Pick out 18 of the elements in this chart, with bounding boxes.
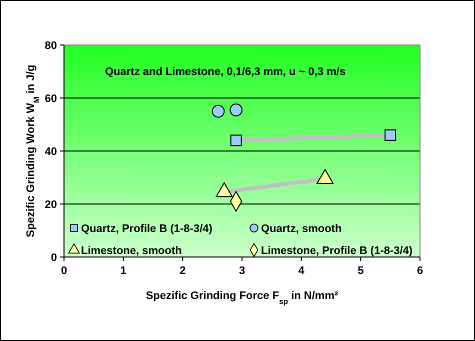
x-tick-label: 6 xyxy=(416,265,424,277)
x-tick-label: 3 xyxy=(238,265,246,277)
y-tick-label: 80 xyxy=(44,40,57,52)
x-tick-label: 1 xyxy=(120,265,126,277)
y-tick-label: 0 xyxy=(50,252,57,264)
legend-label: Quartz, Profile B (1-8-3/4) xyxy=(81,223,213,235)
y-tick-label: 60 xyxy=(44,93,57,105)
x-tick-label: 4 xyxy=(298,265,306,277)
x-axis-title: Spezific Grinding Force F$_{sp}$ in N/mm² xyxy=(146,290,339,306)
y-tick-label: 40 xyxy=(44,146,57,158)
legend-label: Quartz, smooth xyxy=(261,223,342,235)
x-tick-label: 2 xyxy=(180,265,186,277)
y-tick-label: 20 xyxy=(44,199,57,211)
annotation: Quartz and Limestone, 0,1/6,3 mm, u ~ 0,3 m/s xyxy=(105,66,346,78)
legend-label: Limestone, Profile B (1-8-3/4) xyxy=(261,245,413,257)
x-tick-label: 5 xyxy=(358,265,364,277)
legend-label: Limestone, smooth xyxy=(81,245,182,257)
x-tick-label: 0 xyxy=(60,265,68,277)
